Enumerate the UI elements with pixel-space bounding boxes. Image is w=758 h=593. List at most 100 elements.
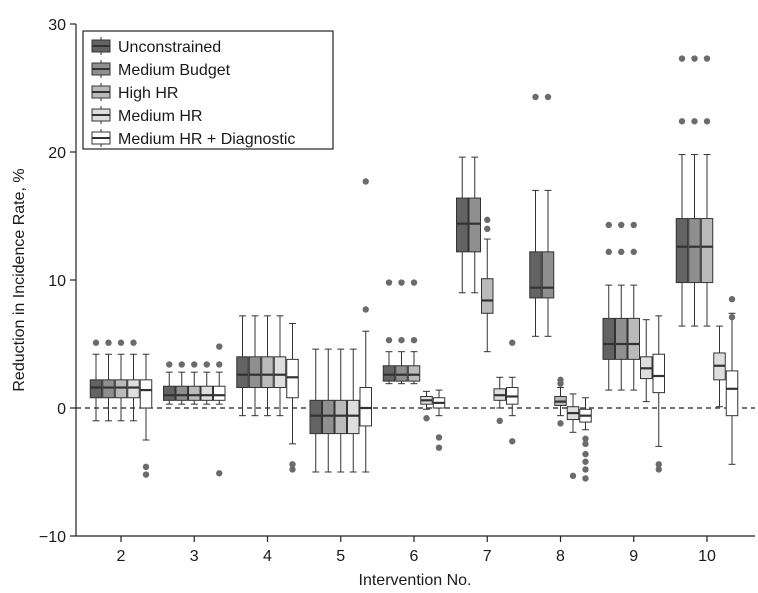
box-body <box>529 251 542 299</box>
box-body <box>700 218 714 284</box>
box-unconstrained-cat-2 <box>89 339 103 422</box>
box-body <box>175 385 188 401</box>
box-medium-budget-cat-2 <box>102 339 115 422</box>
box-high-hr-cat-10 <box>700 55 714 327</box>
x-tick-label: 10 <box>698 548 716 565</box>
box-high-hr-cat-9 <box>627 221 640 391</box>
y-tick-label: −10 <box>39 529 66 546</box>
box-medium-budget-cat-9 <box>615 221 628 391</box>
outlier-point <box>166 361 173 368</box>
box-medium-hr-diagnostic-cat-4 <box>286 323 299 473</box>
outlier-point <box>410 279 418 286</box>
box-body <box>261 356 274 389</box>
box-body <box>347 399 360 435</box>
outlier-point <box>618 221 625 229</box>
y-axis-title: Reduction in Incidence Rate, % <box>11 168 28 391</box>
outlier-point <box>509 438 516 445</box>
box-unconstrained-cat-5 <box>309 348 322 473</box>
outlier-point <box>630 221 637 229</box>
box-medium-budget-cat-10 <box>688 55 701 327</box>
box-body <box>188 385 201 401</box>
outlier-point <box>362 178 369 185</box>
box-unconstrained-cat-4 <box>236 315 249 417</box>
box-unconstrained-cat-6 <box>382 279 396 385</box>
outlier-point <box>678 118 686 125</box>
outlier-point <box>289 461 296 468</box>
box-body <box>114 379 128 399</box>
outlier-point <box>496 417 503 424</box>
outlier-point <box>484 225 491 232</box>
box-medium-budget-cat-7 <box>468 156 481 294</box>
outlier-point <box>398 279 405 286</box>
outlier-point <box>92 339 100 346</box>
legend-label: Medium Budget <box>118 62 231 79</box>
outlier-point <box>362 306 369 313</box>
outlier-point <box>203 361 210 368</box>
box-body <box>322 399 335 435</box>
box-medium-hr-diagnostic-cat-9 <box>652 315 665 473</box>
outlier-point <box>605 248 612 256</box>
outlier-point <box>178 361 185 368</box>
box-high-hr-cat-5 <box>334 348 347 473</box>
outlier-point <box>655 461 662 468</box>
outlier-point <box>216 361 223 368</box>
box-medium-budget-cat-5 <box>322 348 335 473</box>
box-body <box>139 379 153 409</box>
outlier-point <box>105 339 112 346</box>
box-body <box>615 317 628 360</box>
box-body <box>382 365 396 382</box>
box-body <box>213 385 226 401</box>
box-high-hr-cat-8 <box>554 376 567 427</box>
box-medium-hr-diagnostic-cat-2 <box>139 353 153 478</box>
box-body <box>627 317 640 360</box>
outlier-point <box>509 339 516 346</box>
box-medium-budget-cat-8 <box>541 93 555 337</box>
outlier-point <box>423 415 430 422</box>
outlier-point <box>557 420 564 427</box>
outlier-point <box>410 336 418 344</box>
box-medium-hr-diagnostic-cat-3 <box>213 343 226 477</box>
outlier-point <box>678 55 686 62</box>
box-body <box>286 358 299 399</box>
box-medium-hr-cat-5 <box>347 348 360 473</box>
box-body <box>675 218 689 284</box>
box-body <box>541 251 555 299</box>
outlier-point <box>191 361 198 368</box>
outlier-point <box>582 466 589 473</box>
box-body <box>127 379 140 399</box>
box-medium-hr-diagnostic-cat-8 <box>579 397 592 482</box>
outlier-point <box>569 472 577 480</box>
outlier-point <box>582 440 589 448</box>
box-medium-hr-cat-10 <box>713 325 726 408</box>
box-medium-budget-cat-6 <box>395 279 408 385</box>
outlier-point <box>728 313 736 321</box>
box-high-hr-cat-2 <box>114 339 128 422</box>
legend-frame <box>82 30 334 150</box>
legend-label: Medium HR + Diagnostic <box>118 131 295 148</box>
box-body <box>163 385 176 401</box>
x-tick-label: 8 <box>556 548 565 565</box>
box-body <box>652 353 665 394</box>
outlier-point <box>703 118 711 125</box>
axes: −10 0 10 20 30 2 3 4 5 6 7 8 9 10 Intervention No. Redu… <box>11 17 755 589</box>
box-unconstrained-cat-8 <box>529 93 542 337</box>
legend-label: Medium HR <box>118 108 202 125</box>
outlier-point <box>398 336 405 344</box>
outlier-point <box>582 450 589 458</box>
box-medium-hr-cat-8 <box>566 393 580 480</box>
outlier-point <box>216 343 223 350</box>
outlier-point <box>630 248 637 256</box>
outlier-point <box>117 339 125 346</box>
box-body <box>602 317 615 360</box>
y-tick-label: 10 <box>48 273 66 290</box>
y-tick-label: 20 <box>48 145 66 162</box>
outlier-point <box>691 118 698 125</box>
box-body <box>89 379 103 399</box>
box-body <box>236 356 249 389</box>
outlier-point <box>582 435 589 442</box>
outlier-point <box>655 466 662 473</box>
box-medium-hr-cat-7 <box>493 376 506 424</box>
box-medium-budget-cat-3 <box>175 361 188 405</box>
outlier-point <box>216 470 223 477</box>
x-tick-label: 6 <box>410 548 419 565</box>
